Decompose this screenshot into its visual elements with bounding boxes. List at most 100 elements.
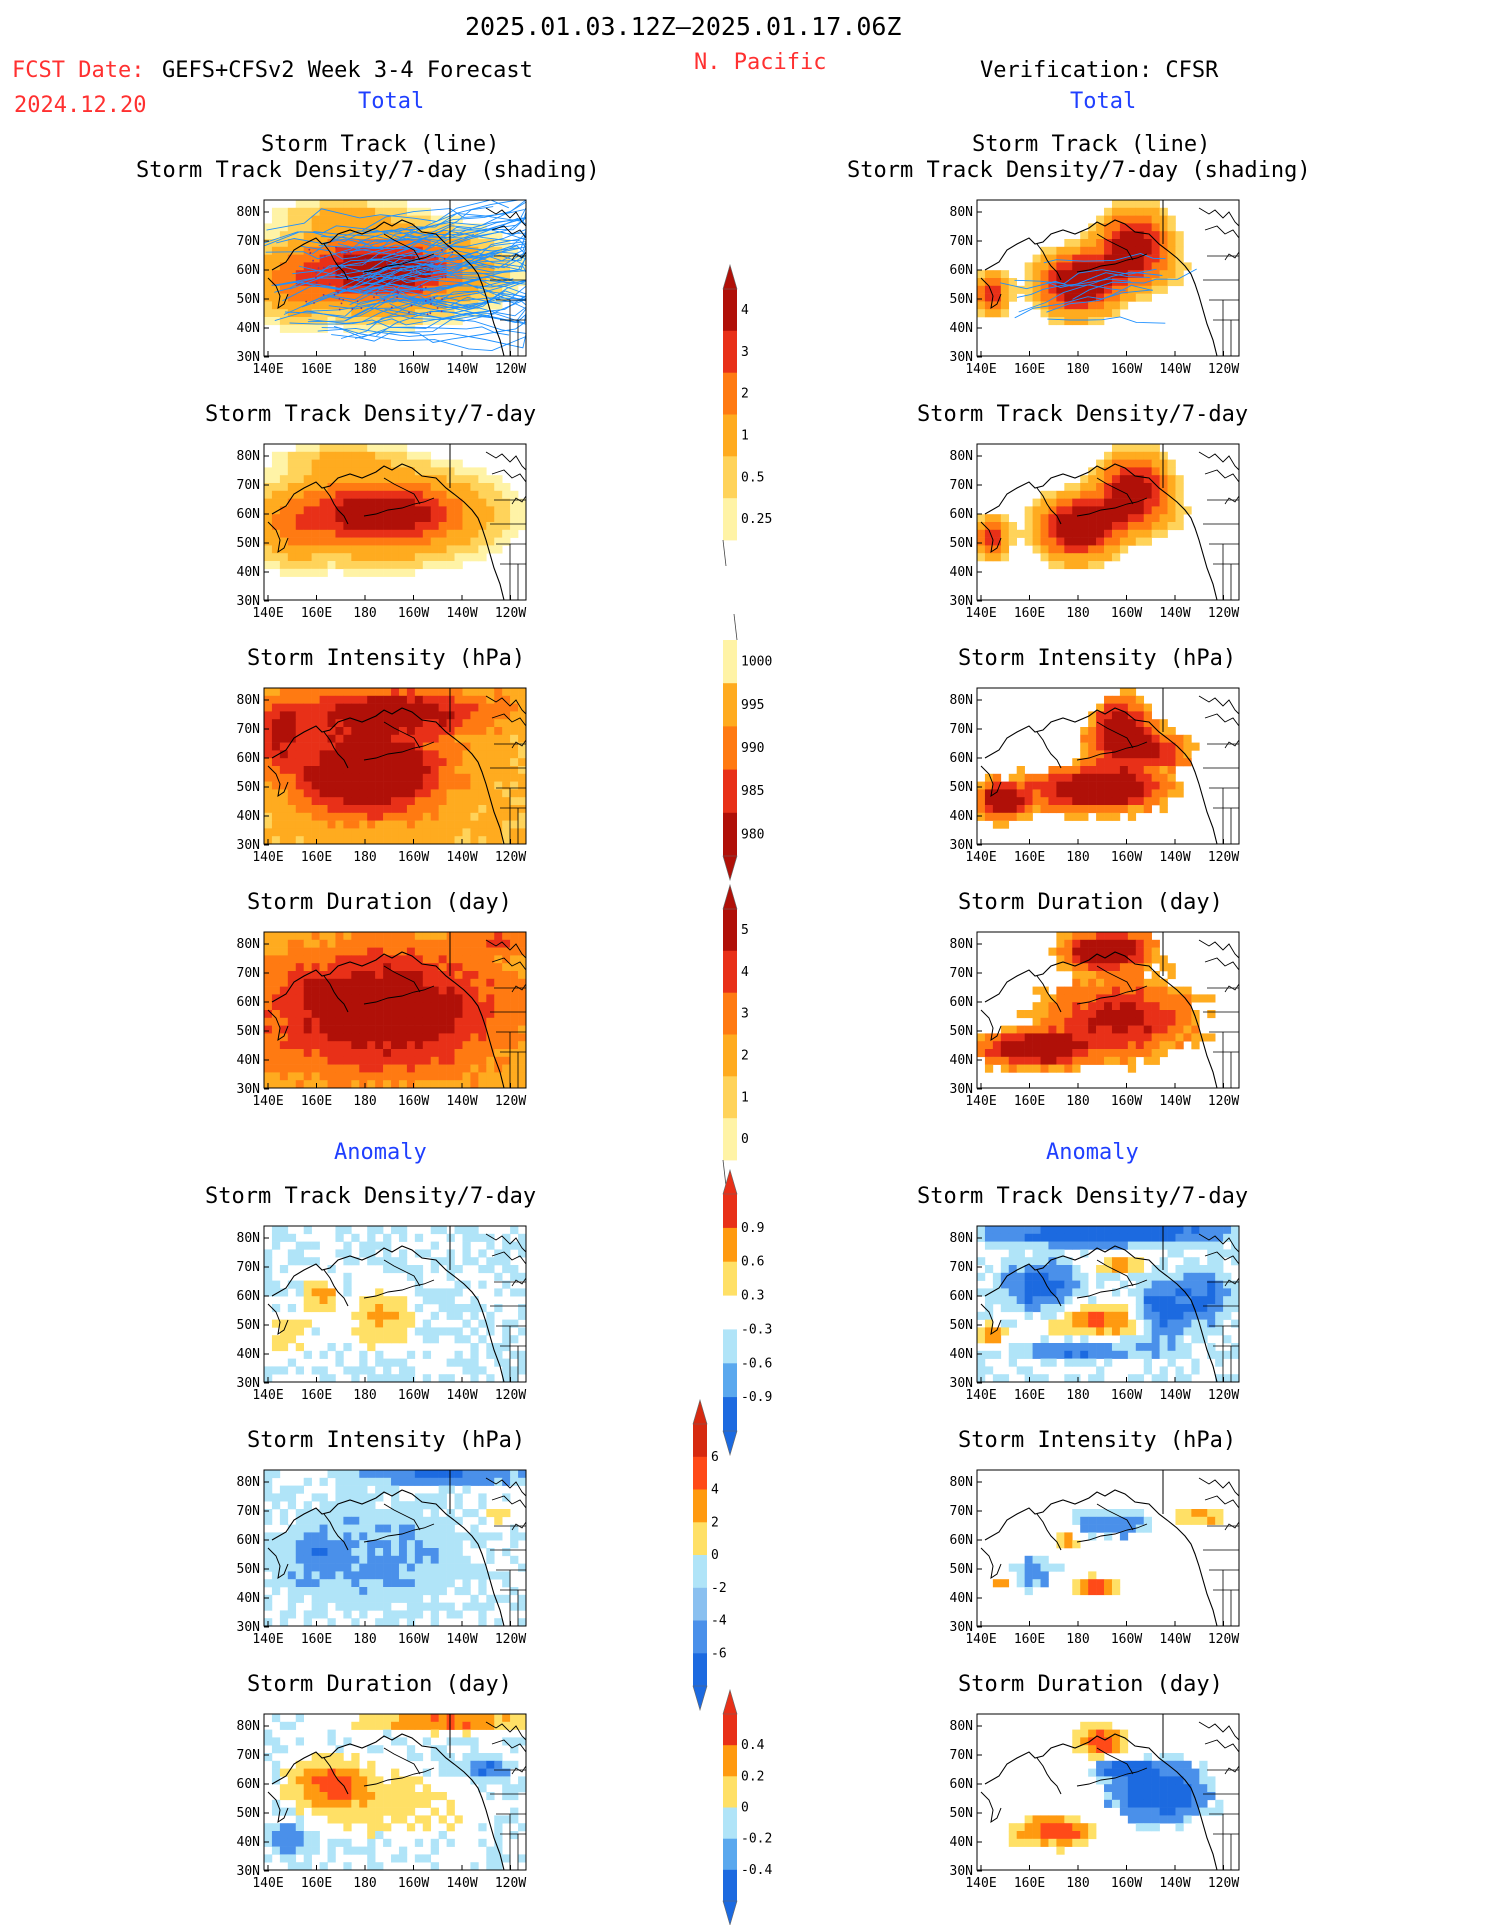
grid-cell [1016,1041,1025,1050]
grid-cell [1096,246,1105,255]
grid-cell [1151,231,1160,240]
grid-cell [1151,1265,1160,1274]
grid-cell [430,1041,439,1050]
grid-cell [414,514,424,523]
grid-cell [1072,506,1081,515]
grid-cell [422,1350,432,1359]
grid-cell [478,820,487,829]
grid-cell [446,1509,455,1518]
grid-cell [351,1366,360,1375]
grid-cell [1135,703,1145,712]
grid-cell [279,324,289,333]
grid-cell [1024,285,1033,294]
grid-cell [1080,1049,1089,1058]
grid-cell [351,1002,360,1011]
grid-cell [486,932,495,941]
grid-cell [319,1493,328,1502]
grid-cell [1040,1017,1049,1026]
grid-cell [1207,1272,1216,1281]
grid-cell [359,939,368,948]
grid-cell [327,1265,336,1274]
grid-cell [279,1033,289,1042]
storm-track-line [318,216,527,248]
grid-cell [351,836,360,845]
grid-cell [311,467,320,476]
grid-cell [1119,262,1129,271]
grid-cell [1135,727,1145,736]
grid-cell [1111,239,1121,248]
grid-cell [359,561,368,570]
grid-cell [359,506,368,515]
grid-cell [430,1555,439,1564]
grid-cell [510,262,519,271]
grid-cell [1207,1319,1216,1328]
grid-cell [351,483,360,492]
grid-cell [271,1548,281,1557]
grid-cell [462,994,471,1003]
grid-cell [351,498,360,507]
grid-cell [359,568,368,577]
grid-cell [430,1265,439,1274]
grid-cell [311,1010,320,1019]
grid-cell [510,711,519,720]
grid-cell [383,522,392,531]
grid-cell [1016,1233,1025,1242]
grid-cell [1191,1288,1200,1297]
grid-cell [470,285,479,294]
grid-cell [1048,1241,1057,1250]
grid-cell [295,459,304,468]
grid-cell [1143,529,1152,538]
grid-cell [1080,561,1089,570]
grid-cell [375,797,384,806]
grid-cell [977,1049,986,1058]
grid-cell [438,727,447,736]
grid-cell [1111,1350,1121,1359]
grid-cell [454,553,463,562]
lat-tick-label: 40N [950,565,973,580]
grid-cell [1008,1280,1017,1289]
grid-cell [1143,734,1152,743]
grid-cell [319,1304,328,1313]
grid-cell [422,1080,432,1089]
grid-cell [446,1485,455,1494]
grid-cell [1167,270,1176,279]
grid-cell [1000,1272,1010,1281]
grid-cell [295,742,304,751]
grid-cell [367,553,376,562]
lon-tick-label: 160E [1014,850,1045,865]
grid-cell [1056,947,1065,956]
grid-cell [518,986,527,995]
grid-cell [502,293,511,302]
grid-cell [1056,1056,1065,1065]
grid-cell [494,270,503,279]
grid-cell [486,506,495,515]
grid-cell [287,750,297,759]
grid-cell [438,742,447,751]
grid-cell [1032,789,1041,798]
grid-cell [486,1056,495,1065]
grid-cell [1096,1350,1105,1359]
grid-cell [391,1010,400,1019]
grid-cell [391,955,400,964]
grid-cell [1040,1280,1049,1289]
grid-cell [1088,223,1097,232]
grid-cell [359,1296,368,1305]
grid-cell [470,1064,479,1073]
grid-cell [486,1002,495,1011]
grid-cell [1088,978,1097,987]
grid-cell [1064,246,1073,255]
grid-cell [1064,1010,1073,1019]
grid-cell [486,766,495,775]
grid-cell [1016,797,1025,806]
grid-cell [1056,529,1065,538]
grid-cell [319,200,328,209]
grid-cell [1143,955,1152,964]
grid-cell [398,1366,408,1375]
grid-cell [295,1080,304,1089]
grid-cell [422,939,432,948]
grid-cell [1143,789,1152,798]
grid-cell [279,1335,289,1344]
grid-cell [438,1049,447,1058]
grid-cell [1151,1350,1160,1359]
grid-cell [359,246,368,255]
